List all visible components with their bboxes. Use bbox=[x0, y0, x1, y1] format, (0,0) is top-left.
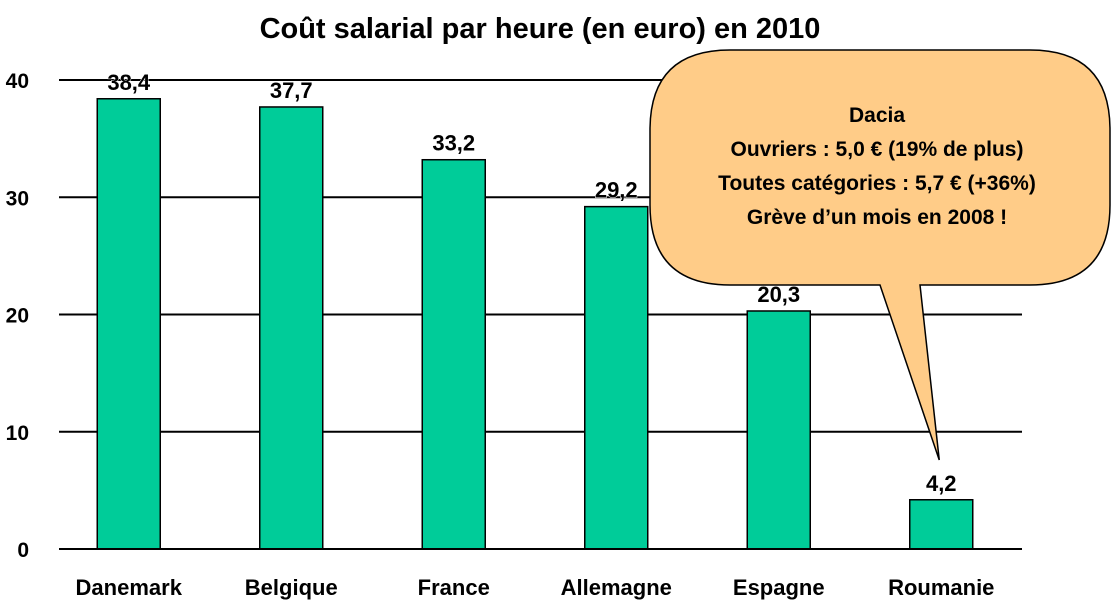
callout-line: Grève d’un mois en 2008 ! bbox=[747, 206, 1007, 229]
bar-danemark bbox=[96, 98, 161, 550]
bars bbox=[96, 98, 974, 550]
category-label: Allemagne bbox=[561, 575, 672, 600]
chart-title: Coût salarial par heure (en euro) en 201… bbox=[260, 13, 821, 45]
y-tick-label: 0 bbox=[17, 539, 29, 562]
callout-line: Toutes catégories : 5,7 € (+36%) bbox=[718, 172, 1036, 195]
category-label: Danemark bbox=[76, 575, 183, 600]
bar-france bbox=[421, 158, 486, 550]
category-label: Roumanie bbox=[888, 575, 994, 600]
callout-line: Ouvriers : 5,0 € (19% de plus) bbox=[731, 138, 1024, 161]
y-tick-label: 30 bbox=[6, 187, 29, 210]
callout-shape bbox=[649, 49, 1111, 461]
value-label: 33,2 bbox=[432, 131, 475, 156]
y-tick-label: 40 bbox=[6, 70, 29, 93]
y-axis-ticks: 0 10 20 30 40 bbox=[6, 70, 65, 562]
bar-belgique bbox=[259, 106, 324, 550]
y-tick-label: 10 bbox=[6, 422, 29, 445]
bar-roumanie bbox=[909, 499, 974, 550]
category-labels: Danemark Belgique France Allemagne Espagne Ro… bbox=[76, 575, 995, 600]
bar-espagne bbox=[746, 310, 811, 550]
callout-text: Dacia Ouvriers : 5,0 € (19% de plus) Toute… bbox=[718, 104, 1036, 229]
value-label: 20,3 bbox=[757, 282, 800, 307]
value-labels: 38,4 37,7 33,2 29,2 20,3 4,2 bbox=[107, 69, 957, 496]
category-label: Belgique bbox=[245, 575, 338, 600]
callout-line: Dacia bbox=[849, 104, 905, 127]
y-tick-label: 20 bbox=[6, 305, 29, 328]
value-label: 4,2 bbox=[926, 471, 957, 496]
value-label: 37,7 bbox=[270, 78, 313, 103]
callout-bubble: Dacia Ouvriers : 5,0 € (19% de plus) Toute… bbox=[649, 49, 1111, 461]
category-label: Espagne bbox=[733, 575, 825, 600]
bar-allemagne bbox=[584, 205, 649, 550]
value-label: 38,4 bbox=[107, 70, 151, 95]
category-label: France bbox=[418, 575, 490, 600]
value-label: 29,2 bbox=[595, 178, 638, 203]
